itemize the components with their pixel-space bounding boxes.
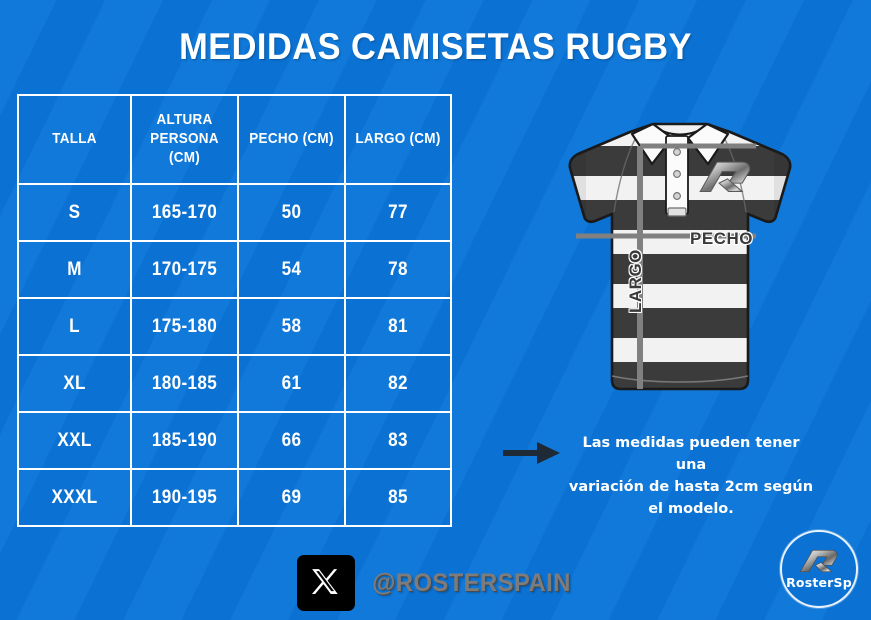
cell-largo: 85 <box>344 468 452 527</box>
jersey-stripe <box>569 308 791 338</box>
disclaimer-line-2: variación de hasta 2cm según <box>568 479 814 496</box>
cell-pecho: 66 <box>237 411 346 470</box>
column-header-pecho: PECHO (CM) <box>237 94 346 185</box>
cell-talla-value: L <box>69 315 80 337</box>
jersey-logo-mark <box>699 161 751 193</box>
x-logo-glyph <box>311 569 338 595</box>
table-row: L 175-180 58 81 <box>17 297 452 356</box>
column-header-largo-label: LARGO (CM) <box>355 130 441 148</box>
cell-altura-value: 180-185 <box>151 372 218 394</box>
cell-talla-value: XL <box>63 372 86 394</box>
cell-largo-value: 83 <box>388 429 408 451</box>
jersey-button <box>673 192 681 200</box>
column-header-altura-label: ALTURA PERSONA (CM) <box>150 111 219 166</box>
social-handle-text[interactable]: @ROSTERSPAIN <box>372 568 571 597</box>
cell-talla: XXXL <box>17 468 132 527</box>
cell-pecho-value: 58 <box>281 315 302 337</box>
table-row: S 165-170 50 77 <box>17 183 452 242</box>
cell-pecho: 69 <box>237 468 346 527</box>
disclaimer-line-1: Las medidas pueden tener una <box>582 435 800 474</box>
cell-talla: L <box>17 297 132 356</box>
brand-r-logo-icon <box>799 549 838 573</box>
cell-pecho-value: 66 <box>281 429 302 451</box>
column-header-altura: ALTURA PERSONA (CM) <box>130 94 239 185</box>
cell-altura-value: 175-180 <box>151 315 218 337</box>
jersey-hem <box>611 375 749 383</box>
cell-largo: 78 <box>344 240 452 299</box>
table-row: M 170-175 54 78 <box>17 240 452 299</box>
column-header-largo: LARGO (CM) <box>344 94 452 185</box>
cell-largo: 77 <box>344 183 452 242</box>
cell-altura: 190-195 <box>130 468 239 527</box>
cell-talla-value: M <box>67 258 82 280</box>
x-twitter-icon[interactable] <box>297 555 355 611</box>
cell-pecho: 61 <box>237 354 346 413</box>
cell-pecho: 58 <box>237 297 346 356</box>
jersey-svg <box>568 122 792 391</box>
cell-talla: XXL <box>17 411 132 470</box>
table-row: XXL 185-190 66 83 <box>17 411 452 470</box>
jersey-placket <box>665 135 689 217</box>
column-header-talla: TALLA <box>17 94 132 185</box>
column-header-pecho-label: PECHO (CM) <box>249 130 334 148</box>
cell-altura: 180-185 <box>130 354 239 413</box>
brand-name: RosterSp <box>786 575 852 590</box>
cell-pecho-value: 54 <box>281 258 302 280</box>
table-row: XL 180-185 61 82 <box>17 354 452 413</box>
cell-altura: 170-175 <box>130 240 239 299</box>
cell-talla: S <box>17 183 132 242</box>
cell-talla-value: XXXL <box>51 486 98 508</box>
cell-largo: 83 <box>344 411 452 470</box>
cell-altura: 185-190 <box>130 411 239 470</box>
column-header-talla-label: TALLA <box>52 130 97 148</box>
page-title: MEDIDAS CAMISETAS RUGBY <box>179 26 692 67</box>
cell-altura-value: 190-195 <box>151 486 218 508</box>
cell-talla-value: XXL <box>57 429 92 451</box>
cell-pecho: 54 <box>237 240 346 299</box>
social-handle-block[interactable]: @ROSTERSPAIN <box>297 555 576 611</box>
cell-largo-value: 85 <box>388 486 408 508</box>
cell-pecho-value: 61 <box>281 372 302 394</box>
size-table: TALLA ALTURA PERSONA (CM) PECHO (CM) LAR… <box>17 94 452 527</box>
table-row: XXXL 190-195 69 85 <box>17 468 452 527</box>
cell-altura: 165-170 <box>130 183 239 242</box>
chest-measure-label: PECHO <box>690 229 753 248</box>
length-measure-label: LARGO <box>626 249 645 313</box>
jersey-button <box>673 148 681 156</box>
jersey-outline <box>568 122 792 391</box>
cell-talla: XL <box>17 354 132 413</box>
disclaimer-line-3: el modelo. <box>648 501 734 518</box>
jersey-button <box>673 170 681 178</box>
arrow-right-icon <box>503 442 560 464</box>
cell-largo: 81 <box>344 297 452 356</box>
cell-largo-value: 81 <box>388 315 408 337</box>
table-header-row: TALLA ALTURA PERSONA (CM) PECHO (CM) LAR… <box>17 94 452 185</box>
cell-largo-value: 82 <box>388 372 408 394</box>
cell-pecho: 50 <box>237 183 346 242</box>
cell-altura-value: 185-190 <box>151 429 218 451</box>
jersey-illustration: PECHO LARGO <box>560 108 800 398</box>
jersey-stripe <box>569 362 791 389</box>
jersey-sleeve-seam <box>613 133 639 213</box>
cell-pecho-value: 69 <box>281 486 302 508</box>
disclaimer-text: Las medidas pueden tener una variación d… <box>566 432 816 520</box>
brand-badge[interactable]: RosterSp <box>780 530 858 608</box>
cell-altura-value: 170-175 <box>151 258 218 280</box>
cell-largo: 82 <box>344 354 452 413</box>
cell-talla-value: S <box>68 201 81 223</box>
cell-altura: 175-180 <box>130 297 239 356</box>
cell-pecho-value: 50 <box>281 201 302 223</box>
jersey-stripe <box>569 254 791 284</box>
cell-largo-value: 77 <box>388 201 408 223</box>
cell-talla: M <box>17 240 132 299</box>
cell-altura-value: 165-170 <box>151 201 218 223</box>
cell-largo-value: 78 <box>388 258 408 280</box>
